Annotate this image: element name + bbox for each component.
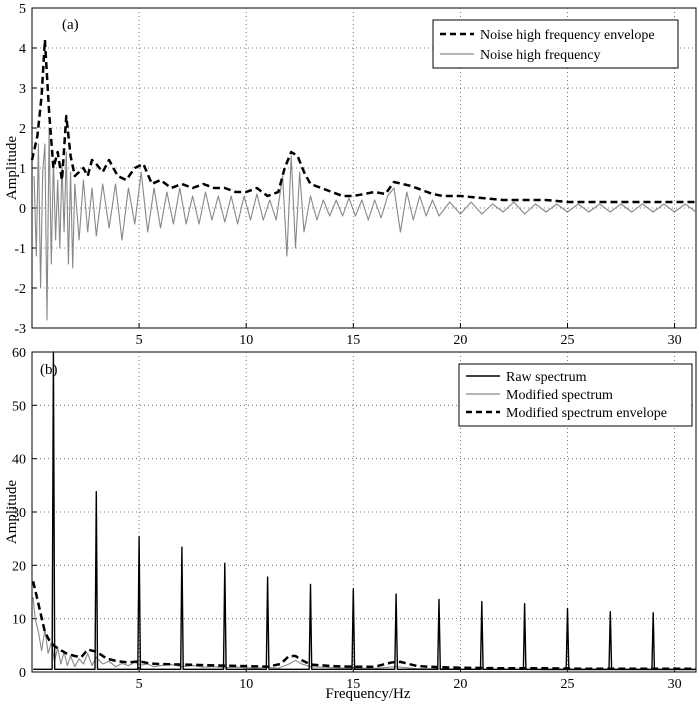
panel-a-grid <box>32 8 696 328</box>
legend-noise-label: Noise high frequency <box>480 48 601 63</box>
series-line-modified-spectrum-envelope <box>31 581 696 671</box>
x-tick-label: 25 <box>560 677 574 692</box>
x-tick-label: 30 <box>668 333 682 348</box>
y-tick-label: 3 <box>19 82 26 97</box>
panel-a-legend-box <box>432 19 679 69</box>
series-line-raw-spectrum <box>33 351 696 670</box>
y-tick-label: 0 <box>19 202 26 217</box>
y-tick-label: 4 <box>19 42 26 57</box>
panel-b-legend-box <box>458 363 693 427</box>
y-tick-label: 10 <box>12 613 26 628</box>
y-tick-label: 0 <box>19 666 26 681</box>
panel-b-ylabel: Amplitude <box>4 480 20 545</box>
y-tick-label: 40 <box>12 453 26 468</box>
panel-a-ylabel: Amplitude <box>4 136 20 201</box>
y-tick-label: 20 <box>12 559 26 574</box>
y-tick-label: 1 <box>19 162 26 177</box>
x-tick-label: 20 <box>453 677 467 692</box>
legend-mod-envelope-label: Modified spectrum envelope <box>506 406 667 421</box>
x-tick-label: 20 <box>453 333 467 348</box>
x-tick-label: 10 <box>239 677 253 692</box>
x-tick-label: 15 <box>346 333 360 348</box>
x-tick-label: 10 <box>239 333 253 348</box>
panel-b-grid <box>32 352 696 672</box>
legend-modified-label: Modified spectrum <box>506 388 613 403</box>
y-tick-label: 5 <box>19 2 26 17</box>
panel-a-series <box>30 38 697 321</box>
panel-a-ticks: 5 10 15 20 25 30 -3 -2 -1 0 1 2 3 4 5 <box>14 2 681 348</box>
y-tick-label: 50 <box>12 399 26 414</box>
panel-a-tag: (a) <box>62 17 79 33</box>
series-line-noise-high-frequency <box>33 127 697 321</box>
y-tick-label: 60 <box>12 346 26 361</box>
y-tick-label: 2 <box>19 122 26 137</box>
panel-b-legend: Raw spectrum Modified spectrum Modified … <box>458 363 693 427</box>
panel-b-xlabel: Frequency/Hz <box>326 686 411 702</box>
panel-b-series <box>31 351 696 671</box>
panel-a-legend: Noise high frequency envelope Noise high… <box>432 19 679 69</box>
y-tick-label: -3 <box>14 322 26 337</box>
panel-b-tag: (b) <box>40 362 58 378</box>
series-line-noise-high-frequency-envelope <box>30 38 696 204</box>
x-tick-label: 5 <box>136 333 143 348</box>
panel-a: 5 10 15 20 25 30 -3 -2 -1 0 1 2 3 4 5 (a) Amplitude No… <box>4 2 697 348</box>
y-tick-label: 30 <box>12 506 26 521</box>
series-line-modified-spectrum <box>32 597 696 671</box>
y-tick-label: -1 <box>14 242 26 257</box>
y-tick-label: -2 <box>14 282 26 297</box>
x-tick-label: 15 <box>346 677 360 692</box>
x-tick-label: 25 <box>560 333 574 348</box>
x-tick-label: 5 <box>136 677 143 692</box>
legend-raw-label: Raw spectrum <box>506 370 587 385</box>
x-tick-label: 30 <box>668 677 682 692</box>
panel-b: 5 10 15 20 25 30 0 10 20 30 40 50 60 (b) Amplitude F… <box>4 346 697 702</box>
panel-b-ticks: 5 10 15 20 25 30 0 10 20 30 40 50 60 <box>12 346 682 692</box>
legend-envelope-label: Noise high frequency envelope <box>480 28 655 43</box>
